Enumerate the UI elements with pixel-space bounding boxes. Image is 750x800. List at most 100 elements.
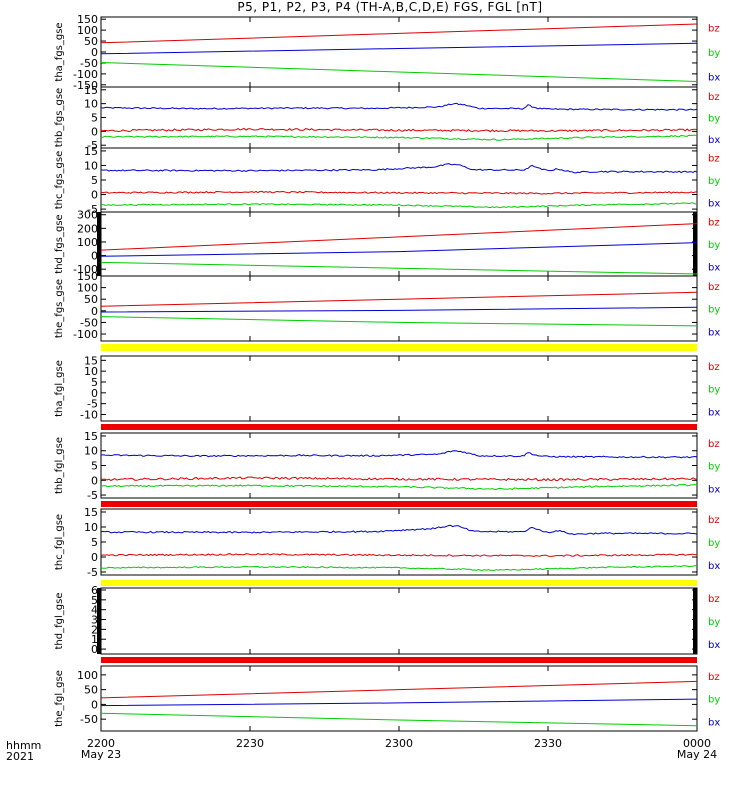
panel-0-ytick-label-3: 0: [91, 46, 98, 59]
panel-9-legend-bz: bz: [708, 672, 720, 683]
panel-4-series-bx: [100, 316, 698, 327]
panel-8-frame: [100, 587, 698, 655]
panel-5-ytick-label-1: 10: [84, 365, 98, 378]
panel-7-legend-bz: bz: [708, 515, 720, 526]
panel-5-frame: [100, 355, 698, 422]
panel-5-ytick-label-3: 0: [91, 387, 98, 400]
panel-4-series-by: [100, 306, 698, 313]
panel-6-ytick-label-3: 0: [91, 474, 98, 487]
panel-9-status-bar: [101, 657, 697, 663]
panel-1-ytick-label-4: -5: [87, 139, 98, 152]
panel-3-series-bx: [100, 261, 698, 275]
panel-2-series-by: [100, 190, 698, 195]
panel-2-series-bx: [100, 202, 698, 209]
panel-2-legend-bx: bx: [708, 198, 720, 209]
panel-2-ytick-label-4: -5: [87, 203, 98, 216]
panel-9-series-bz: [100, 680, 698, 699]
panel-0-ytick-label-1: 100: [77, 24, 98, 37]
panel-0-legend-by: by: [708, 48, 720, 59]
panel-4-ylabel: the_fgs_gse: [54, 279, 65, 338]
panel-7-ytick-label-0: 15: [84, 506, 98, 519]
panel-5-legend-bz: bz: [708, 362, 720, 373]
x-corner-label-year: 2021: [6, 750, 34, 763]
panel-5-ytick-label-5: -10: [80, 409, 98, 422]
panel-3-ytick-label-2: 100: [77, 236, 98, 249]
panel-3-ytick-label-4: -100: [73, 263, 98, 276]
panel-7-series-bx: [100, 564, 698, 571]
panel-4-legend-by: by: [708, 305, 720, 316]
panel-8-legend-bx: bx: [708, 640, 720, 651]
panel-8-ytick-label-1: 5: [91, 594, 98, 607]
panel-0-series-by: [100, 42, 698, 55]
panel-6-legend-bx: bx: [708, 484, 720, 495]
panel-1-ytick-label-3: 0: [91, 125, 98, 138]
panel-6-series-bx: [100, 483, 698, 491]
panel-4-ytick-label-4: -50: [80, 316, 98, 329]
panel-3-left-strip: [97, 212, 101, 276]
panel-0-ylabel: tha_fgs_gse: [54, 22, 65, 81]
panel-8-ytick-label-2: 4: [91, 604, 98, 617]
panel-1-ytick-label-2: 5: [91, 112, 98, 125]
panel-0-ytick-label-4: -50: [80, 57, 98, 70]
panel-2-ytick-label-3: 0: [91, 189, 98, 202]
panel-9-legend-bx: bx: [708, 717, 720, 728]
panel-2-ytick-label-0: 15: [84, 145, 98, 158]
x-tick-label-3: 2330: [534, 737, 562, 750]
x-tick-label-2: 2300: [385, 737, 413, 750]
x-corner-label-hhmm: hhmm: [6, 739, 42, 752]
panel-4-legend-bz: bz: [708, 282, 720, 293]
panel-7-series-by: [100, 553, 698, 557]
panel-4-series-bz: [100, 291, 698, 307]
panel-3-legend-by: by: [708, 240, 720, 251]
panel-6-ytick-label-2: 5: [91, 460, 98, 473]
panel-6-ytick-label-0: 15: [84, 430, 98, 443]
panel-7-ylabel: thc_fgl_gse: [54, 514, 65, 570]
panel-8-ylabel: thd_fgl_gse: [54, 593, 65, 650]
panel-6-ytick-label-1: 10: [84, 445, 98, 458]
panel-3-ytick-label-0: 300: [77, 209, 98, 222]
panel-4-ytick-label-5: -100: [73, 328, 98, 341]
panel-1-frame: [100, 86, 698, 149]
panel-1-legend-by: by: [708, 114, 720, 125]
panel-5-status-bar: [101, 344, 697, 351]
panel-3-legend-bz: bz: [708, 218, 720, 229]
panel-1-ylabel: thb_fgs_gse: [54, 88, 65, 147]
panel-8-ytick-label-4: 2: [91, 623, 98, 636]
panel-7-frame: [100, 508, 698, 576]
panel-6-frame: [100, 432, 698, 499]
panel-2-legend-bz: bz: [708, 154, 720, 165]
panel-3-ytick-label-3: 0: [91, 250, 98, 263]
panel-7-ytick-label-2: 5: [91, 536, 98, 549]
panel-9-ytick-label-3: -50: [80, 713, 98, 726]
panel-0-ytick-label-0: 150: [77, 13, 98, 26]
panel-3-series-by: [100, 242, 698, 257]
x-tick-label-4: 0000: [683, 737, 711, 750]
panel-8-ytick-label-6: 0: [91, 643, 98, 656]
panel-9-legend-by: by: [708, 695, 720, 706]
panel-9-ylabel: the_fgl_gse: [54, 670, 65, 727]
x-tick-label-0: 2200: [87, 737, 115, 750]
x-tick-label-1: 2230: [236, 737, 264, 750]
panel-6-status-bar: [101, 424, 697, 430]
panel-2-frame: [100, 147, 698, 213]
panel-1-series-bx: [100, 134, 698, 141]
panel-4-ytick-label-0: 150: [77, 270, 98, 283]
panel-7-status-bar: [101, 501, 697, 507]
panel-3-ytick-label-1: 200: [77, 222, 98, 235]
panel-0-series-bz: [100, 23, 698, 44]
panel-5-ytick-label-4: -5: [87, 398, 98, 411]
panel-8-ytick-label-3: 3: [91, 614, 98, 627]
panel-0-legend-bz: bz: [708, 24, 720, 35]
panel-4-ytick-label-1: 100: [77, 282, 98, 295]
panel-4-ytick-label-3: 0: [91, 305, 98, 318]
panel-2-ytick-label-1: 10: [84, 159, 98, 172]
panel-9-series-by: [100, 698, 698, 707]
panel-1-legend-bz: bz: [708, 92, 720, 103]
panel-2-ylabel: thc_fgs_gse: [54, 151, 65, 210]
panel-3-legend-bx: bx: [708, 262, 720, 273]
panel-0-legend-bx: bx: [708, 73, 720, 84]
panel-2-legend-by: by: [708, 176, 720, 187]
panel-0-ytick-label-2: 50: [84, 35, 98, 48]
panel-5-ytick-label-0: 15: [84, 354, 98, 367]
